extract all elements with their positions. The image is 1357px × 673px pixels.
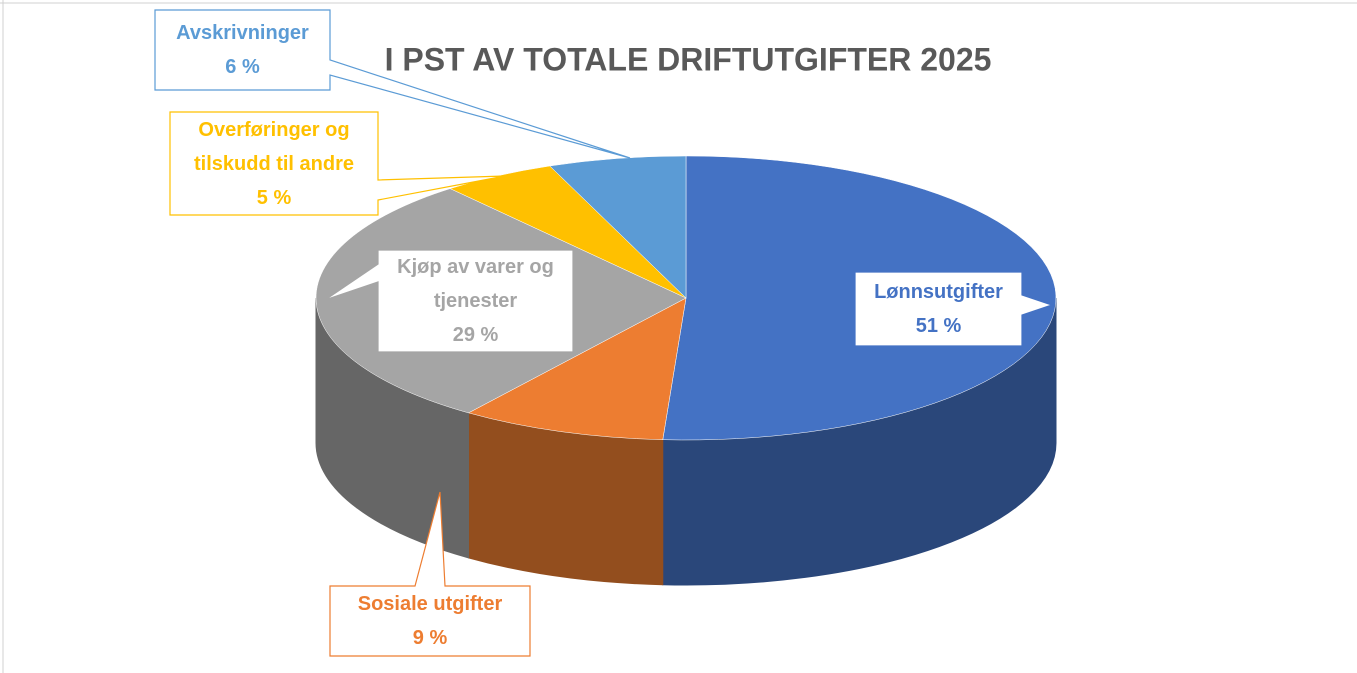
category-label: Overføringer og tilskudd til andre	[193, 118, 355, 175]
category-label: Avskrivninger	[176, 22, 309, 44]
value-label: 5 %	[256, 186, 292, 209]
slice	[549, 155, 687, 299]
data-label: Sosiale utgifter 9 %	[334, 588, 526, 654]
data-label: Kjøp av varer og tjenester 29 %	[382, 252, 569, 350]
data-label: Avskrivninger 6 %	[159, 12, 326, 88]
category-label: Kjøp av varer og tjenester	[397, 256, 554, 312]
slice	[467, 297, 687, 440]
data-label: Overføringer og tilskudd til andre 5 %	[174, 114, 374, 213]
callout	[329, 491, 531, 657]
callout	[854, 271, 1054, 347]
callout	[169, 111, 506, 216]
value-label: 6 %	[225, 56, 260, 78]
category-label: Lønnsutgifter	[874, 281, 1003, 303]
data-label: Lønnsutgifter 51 %	[859, 274, 1018, 344]
callout	[324, 249, 574, 353]
value-label: 51 %	[915, 315, 962, 337]
pie-sides	[315, 297, 1057, 586]
value-label: 29 %	[452, 324, 499, 346]
value-label: 9 %	[412, 627, 448, 649]
chart-title: I PST AV TOTALE DRIFTUTGIFTER 2025	[385, 41, 992, 77]
callout	[154, 9, 631, 159]
category-label: Sosiale utgifter	[357, 593, 503, 615]
